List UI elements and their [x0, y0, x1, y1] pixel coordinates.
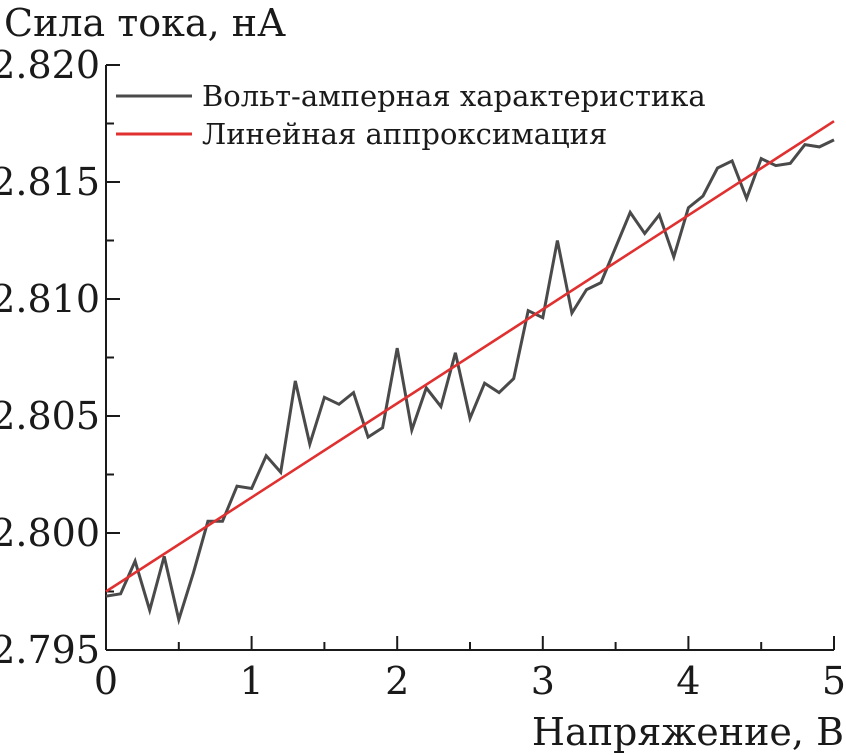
- y-tick-label: 2.800: [0, 511, 100, 555]
- legend: Вольт-амперная характеристика Линейная ап…: [116, 79, 706, 151]
- y-tick-label: 2.805: [0, 394, 100, 438]
- x-axis-title: Напряжение, В: [532, 710, 844, 754]
- y-tick-label: 2.815: [0, 160, 100, 204]
- legend-label: Линейная аппроксимация: [202, 117, 607, 151]
- x-tick-label: 5: [822, 659, 846, 703]
- x-tick-label: 2: [385, 659, 409, 703]
- legend-label: Вольт-амперная характеристика: [202, 79, 706, 113]
- x-tick-label: 4: [676, 659, 700, 703]
- series-line-measured: [105, 138, 835, 626]
- y-tick-label: 2.795: [0, 628, 100, 672]
- y-tick-label: 2.820: [0, 43, 100, 87]
- y-tick-label: 2.810: [0, 277, 100, 321]
- series-group: [105, 120, 835, 626]
- ticks: 0 1 2 3 4 5 2.795 2.800 2.805 2.810 2.815 2.820: [0, 43, 846, 703]
- x-tick-label: 3: [531, 659, 555, 703]
- x-tick-label: 0: [94, 659, 118, 703]
- y-axis-title: Сила тока, нА: [4, 1, 286, 45]
- series-line-fit: [105, 120, 835, 593]
- x-tick-label: 1: [240, 659, 264, 703]
